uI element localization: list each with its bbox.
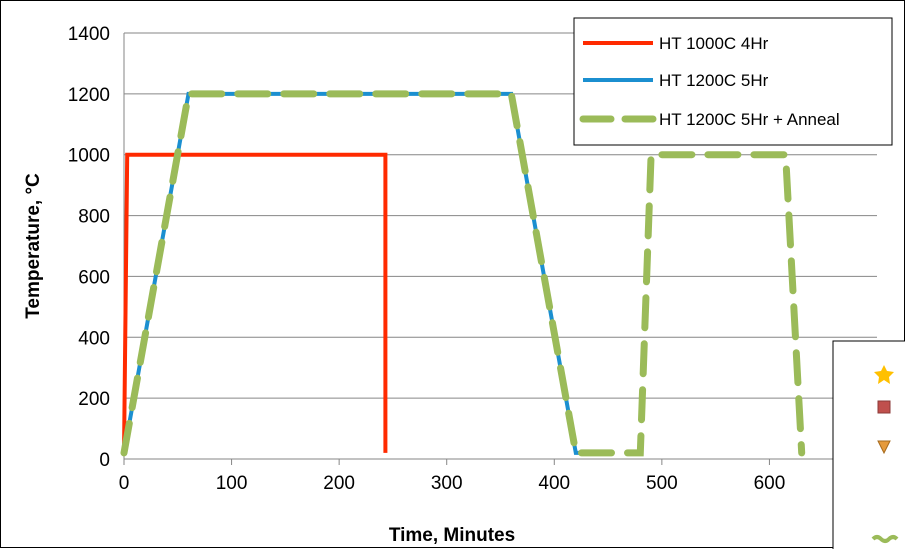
x-axis-title: Time, Minutes — [389, 525, 515, 546]
x-tick-label: 300 — [431, 473, 463, 494]
x-tick-label: 400 — [538, 473, 570, 494]
y-axis-title: Temperature, °C — [23, 173, 44, 319]
series-line-ht-1200c-5hr — [122, 91, 603, 455]
y-tick-label: 1000 — [68, 146, 110, 167]
inset-legend — [832, 340, 905, 549]
y-tick-label: 1200 — [68, 85, 110, 106]
inset-legend-box — [832, 340, 905, 549]
x-tick-label: 100 — [216, 473, 248, 494]
square-icon — [877, 400, 891, 414]
wave-icon — [871, 535, 899, 543]
series-line-ht-1200c-5hr-anneal — [120, 90, 806, 457]
y-tick-label: 600 — [78, 267, 110, 288]
x-tick-label: 500 — [646, 473, 678, 494]
star-icon — [874, 365, 894, 384]
x-tick-labels: 0 100 200 300 400 500 600 — [119, 473, 786, 494]
y-tick-label: 1400 — [68, 24, 110, 45]
series-line-ht-1000c-4hr — [122, 152, 388, 453]
legend-label-ht-1200c-5hr-anneal: HT 1200C 5Hr + Anneal — [659, 110, 840, 129]
x-tick-label: 200 — [323, 473, 355, 494]
triangle-down-icon — [877, 440, 891, 455]
legend: HT 1000C 4Hr HT 1200C 5Hr HT 1200C 5Hr +… — [573, 17, 893, 146]
y-tick-labels: 0 200 400 600 800 1000 1200 1400 — [68, 24, 110, 471]
legend-label-ht-1000c-4hr: HT 1000C 4Hr — [659, 34, 769, 53]
x-tick-label: 600 — [754, 473, 786, 494]
legend-label-ht-1200c-5hr: HT 1200C 5Hr — [659, 71, 769, 90]
y-tick-label: 400 — [78, 328, 110, 349]
y-tick-label: 800 — [78, 207, 110, 228]
y-tick-label: 0 — [99, 450, 110, 471]
series-layer — [120, 90, 806, 457]
y-tick-label: 200 — [78, 389, 110, 410]
x-tick-label: 0 — [119, 473, 130, 494]
